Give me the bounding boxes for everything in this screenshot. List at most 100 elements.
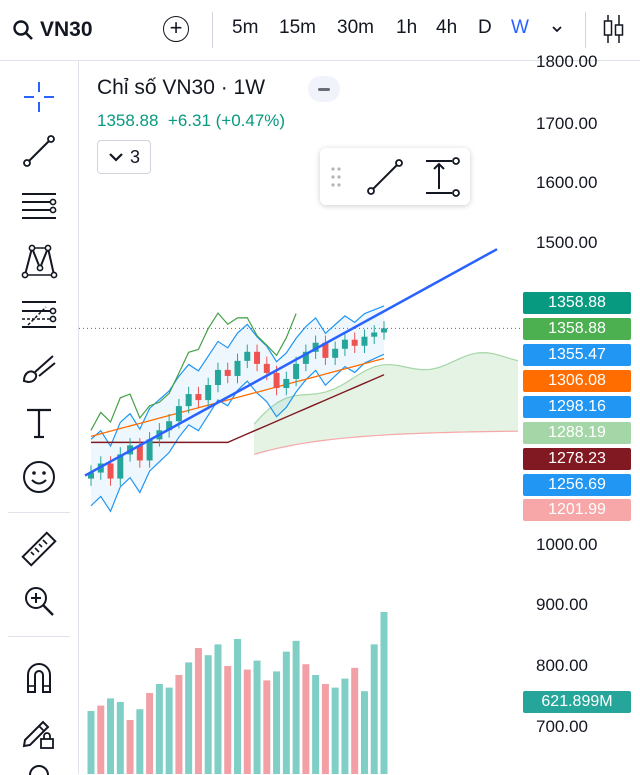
candle — [332, 348, 339, 358]
candle — [146, 439, 153, 461]
minus-icon — [318, 88, 330, 91]
symbol-search-button[interactable]: VN30 — [0, 18, 162, 42]
indicators-toggle-button[interactable]: 3 — [97, 140, 151, 174]
volume-bar — [155, 684, 163, 774]
timeframe-15m[interactable]: 15m — [279, 17, 316, 38]
magnet-icon — [27, 663, 51, 693]
fib-tool[interactable] — [17, 185, 61, 229]
timeframe-1h[interactable]: 1h — [396, 17, 418, 38]
volume-bar — [194, 648, 202, 774]
price-tag: 1306.08 — [523, 370, 631, 392]
price-tag: 1358.88 — [523, 318, 631, 340]
lock-drawings-tool[interactable] — [17, 709, 61, 753]
price-axis-label: 1500.00 — [536, 233, 598, 252]
zoom-in-icon — [25, 587, 54, 616]
indicators-count: 3 — [129, 146, 140, 167]
pattern-tool[interactable] — [17, 239, 61, 283]
volume-tag: 621.899M — [523, 691, 631, 713]
volume-bar — [292, 640, 300, 774]
candles-chart-type-icon[interactable] — [602, 13, 626, 45]
candle — [341, 339, 348, 349]
more-tools-icon[interactable] — [28, 763, 50, 775]
candle — [361, 336, 368, 346]
brush-tool[interactable] — [17, 347, 61, 391]
hide-legend-button[interactable] — [308, 76, 340, 102]
volume-bar — [107, 698, 115, 774]
compare-symbol-button[interactable]: + — [163, 16, 189, 42]
candle — [293, 363, 300, 379]
candle — [88, 472, 94, 479]
chevron-down-icon[interactable] — [550, 22, 564, 36]
chart-legend-values: 1358.88 +6.31 (+0.47%) — [97, 111, 286, 130]
volume-bar — [87, 711, 95, 774]
ichimoku-span-a — [253, 352, 519, 425]
chart-canvas[interactable] — [79, 61, 640, 774]
magnet-tool[interactable] — [17, 655, 61, 699]
candle — [351, 339, 358, 346]
timeframe-30m[interactable]: 30m — [337, 17, 374, 38]
prediction-tool[interactable] — [17, 293, 61, 337]
price-tag: 1298.16 — [523, 396, 631, 418]
candle — [381, 328, 387, 333]
chart-pane[interactable] — [79, 61, 640, 774]
xabcd-pattern-icon — [21, 244, 58, 279]
volume-bar — [243, 669, 251, 774]
volume-bar — [273, 671, 281, 774]
text-icon — [27, 408, 51, 439]
lagging-span — [90, 312, 297, 431]
candle — [322, 342, 329, 358]
timeframe-d[interactable]: D — [478, 17, 492, 38]
volume-bar — [234, 639, 241, 774]
volume-bar — [331, 687, 339, 774]
timeframe-w[interactable]: W — [511, 17, 529, 38]
candle — [371, 332, 378, 337]
fib-retracement-icon — [22, 193, 57, 219]
trendline-tool[interactable] — [17, 129, 61, 173]
price-tag: 1278.23 — [523, 448, 631, 470]
candle — [263, 363, 270, 373]
top-toolbar: VN30 + 5m 15m 30m 1h 4h D W — [0, 0, 640, 61]
line-tool-icon[interactable] — [366, 158, 404, 196]
candle — [205, 385, 212, 401]
candle — [254, 351, 261, 364]
price-range-icon[interactable] — [422, 156, 462, 198]
price-tag: 1201.99 — [523, 499, 631, 521]
volume-bar — [146, 693, 154, 774]
drawing-toolbar — [0, 61, 79, 775]
crosshair-tool[interactable] — [17, 75, 61, 119]
chart-legend-title: Chỉ số VN30 · 1W — [97, 76, 266, 99]
price-axis-label: 1700.00 — [536, 114, 598, 133]
trend-line-drawing — [84, 248, 498, 477]
candle — [224, 369, 231, 376]
volume-bar — [321, 684, 329, 774]
volume-bar — [97, 705, 105, 774]
text-tool[interactable] — [17, 401, 61, 445]
candle — [283, 378, 290, 389]
candle — [234, 360, 241, 376]
volume-bar — [253, 660, 261, 774]
divider — [8, 636, 70, 637]
emoji-tool[interactable] — [17, 455, 61, 499]
candle — [175, 406, 182, 422]
measure-tool[interactable] — [17, 527, 61, 571]
volume-bar — [360, 691, 368, 774]
price-tag: 1358.88 — [523, 292, 631, 314]
zoom-in-tool[interactable] — [17, 579, 61, 623]
price-axis-label: 900.00 — [536, 595, 588, 614]
chevron-down-icon — [109, 153, 123, 162]
volume-bar — [380, 612, 388, 774]
candle — [107, 463, 114, 479]
price-axis-label: 800.00 — [536, 656, 588, 675]
drag-handle-icon[interactable] — [330, 166, 342, 188]
timeframe-5m[interactable]: 5m — [232, 17, 259, 38]
timeframe-4h[interactable]: 4h — [436, 17, 458, 38]
volume-bar — [351, 667, 359, 774]
symbol-label: VN30 — [40, 18, 93, 41]
candle — [117, 454, 124, 479]
volume-bar — [370, 644, 378, 774]
ruler-icon — [21, 531, 57, 567]
moving-average-line — [90, 357, 385, 437]
lock-drawing-icon — [22, 720, 54, 749]
candle — [273, 372, 280, 389]
volume-bar — [175, 675, 183, 774]
